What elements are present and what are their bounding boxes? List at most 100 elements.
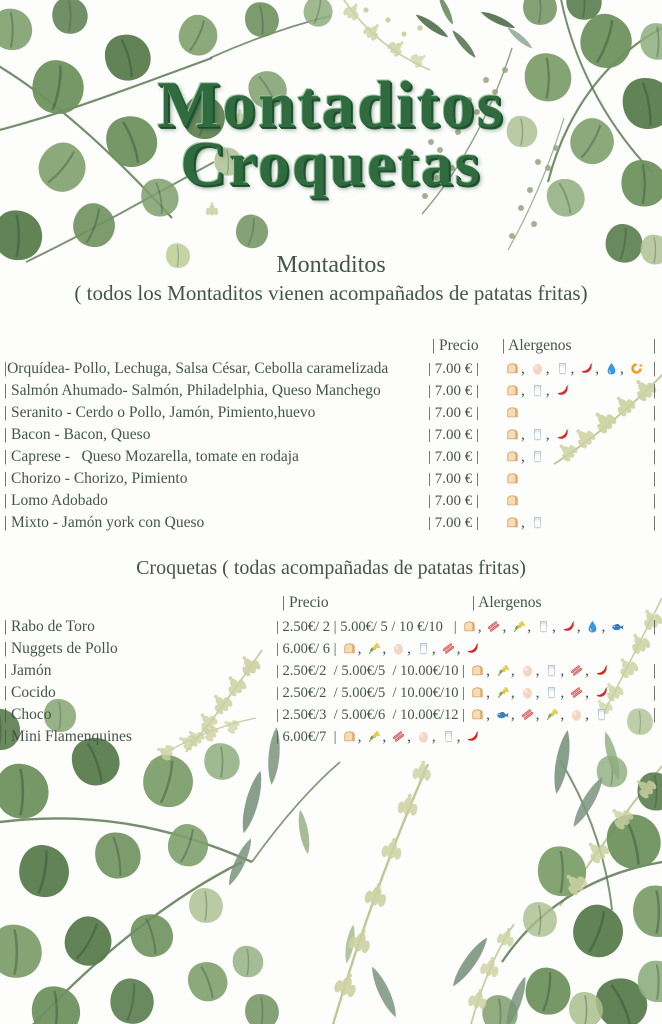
row-end-bar: | (652, 382, 656, 399)
chili-icon (465, 641, 480, 656)
comma-separator: , (535, 706, 544, 723)
row-end-bar: | (652, 360, 656, 377)
comma-separator: , (521, 514, 529, 531)
water-drop-icon (585, 619, 600, 634)
bread-icon (505, 471, 520, 486)
row-end-bar: | (652, 470, 656, 487)
comma-separator: , (502, 618, 511, 635)
bread-icon (505, 383, 520, 398)
menu-row: | Chorizo - Chorizo, Pimiento | 7.00 € | | (4, 468, 656, 490)
comma-separator: , (585, 684, 593, 701)
egg-icon (520, 663, 535, 678)
bread-icon (505, 361, 520, 376)
egg-icon (520, 685, 535, 700)
montaditos-section-heading: Montaditos (276, 252, 386, 278)
comma-separator: , (535, 684, 544, 701)
menu-row: | Bacon - Bacon, Queso | 7.00 € |, , | (4, 424, 656, 446)
row-end-bar: | (652, 618, 656, 635)
comma-separator: , (560, 662, 569, 679)
comma-separator: , (477, 618, 486, 635)
menu-row: | Mixto - Jamón york con Queso | 7.00 € |… (4, 512, 656, 534)
item-price-and-allergens: | 2.50€/2 / 5.00€/5 / 10.00€/10 |, , , ,… (276, 660, 644, 682)
wheat-icon (366, 641, 381, 656)
menu-row: | Mini Flamenquines | 6.00€/7 |, , , , , (4, 726, 656, 748)
item-price: | 7.00 € | (428, 493, 480, 509)
bacon-icon (569, 663, 584, 678)
comma-separator: , (620, 360, 628, 377)
item-name: | Jamón (4, 662, 52, 679)
row-end-bar (644, 726, 656, 748)
comma-separator: , (486, 684, 494, 701)
item-name: | Mixto - Jamón york con Queso (4, 514, 205, 531)
milk-icon (530, 427, 545, 442)
item-name: | Choco (4, 706, 52, 723)
item-allergens: , , (496, 380, 644, 402)
bread-icon (505, 427, 520, 442)
item-allergens: , (496, 512, 644, 534)
item-price: | 7.00 € | (428, 471, 480, 487)
item-price: | 7.00 € | (428, 383, 480, 399)
comma-separator: , (560, 706, 569, 723)
comma-separator: , (486, 662, 494, 679)
item-name: | Bacon - Bacon, Queso (4, 426, 151, 443)
comma-separator: , (585, 662, 593, 679)
menu-row: | Jamón | 2.50€/2 / 5.00€/5 / 10.00€/10 |… (4, 660, 656, 682)
row-end-bar: | (652, 514, 656, 531)
croquetas-table-header: | Precio | Alergenos (4, 590, 656, 616)
egg-icon (391, 641, 406, 656)
comma-separator: , (431, 728, 440, 745)
menu-row: | Rabo de Toro | 2.50€/ 2 | 5.00€/ 5 / 10… (4, 616, 656, 638)
item-name: | Salmón Ahumado- Salmón, Philadelphia, … (4, 382, 381, 399)
item-name: | Chorizo - Chorizo, Pimiento (4, 470, 188, 487)
item-allergens: , (496, 446, 644, 468)
comma-separator: , (585, 706, 593, 723)
comma-separator: , (431, 640, 440, 657)
item-name: | Rabo de Toro (4, 618, 95, 635)
montaditos-table-header: | Precio | Alergenos | (4, 334, 656, 358)
water-drop-icon (604, 361, 619, 376)
wheat-icon (495, 663, 510, 678)
menu-row: | Seranito - Cerdo o Pollo, Jamón, Pimie… (4, 402, 656, 424)
chili-icon (555, 383, 570, 398)
bread-icon (505, 515, 520, 530)
comma-separator: , (560, 684, 569, 701)
bacon-icon (486, 619, 501, 634)
item-price: | 7.00 € | (428, 361, 480, 377)
item-price: | 7.00 € | (428, 449, 480, 465)
comma-separator: , (357, 728, 366, 745)
bread-icon (342, 641, 357, 656)
column-header-precio: | Precio (432, 337, 479, 354)
item-allergens (496, 402, 644, 424)
milk-icon (530, 515, 545, 530)
item-name: | Lomo Adobado (4, 492, 108, 509)
item-price: | 7.00 € | (428, 515, 480, 531)
chili-icon (465, 729, 480, 744)
item-price: | 2.50€/ 2 | 5.00€/ 5 / 10 €/10 | (276, 619, 457, 635)
chili-icon (594, 663, 609, 678)
item-price: | 2.50€/3 / 5.00€/6 / 10.00€/12 | (276, 707, 466, 723)
comma-separator: , (527, 618, 535, 635)
comma-separator: , (407, 640, 415, 657)
milk-icon (544, 663, 559, 678)
montaditos-table: | Precio | Alergenos | |Orquídea- Pollo,… (4, 334, 656, 534)
bread-icon (470, 685, 485, 700)
fish-icon (610, 619, 625, 634)
item-price: | 6.00€/7 | (276, 729, 337, 745)
column-header-precio: | Precio (282, 594, 329, 611)
comma-separator: , (521, 426, 529, 443)
column-header-spacer (4, 590, 276, 616)
item-price: | 7.00 € | (428, 405, 480, 421)
row-end-bar: | (652, 337, 656, 354)
fish-icon (495, 707, 510, 722)
comma-separator: , (357, 640, 366, 657)
shrimp-icon (629, 361, 644, 376)
item-price-and-allergens: | 2.50€/ 2 | 5.00€/ 5 / 10 €/10 |, , , ,… (276, 616, 644, 638)
chili-icon (561, 619, 576, 634)
bread-icon (505, 449, 520, 464)
wheat-icon (495, 685, 510, 700)
menu-row: | Lomo Adobado | 7.00 € | | (4, 490, 656, 512)
row-end-bar (644, 638, 656, 660)
milk-icon (544, 685, 559, 700)
item-allergens: , , , , , (496, 358, 644, 380)
